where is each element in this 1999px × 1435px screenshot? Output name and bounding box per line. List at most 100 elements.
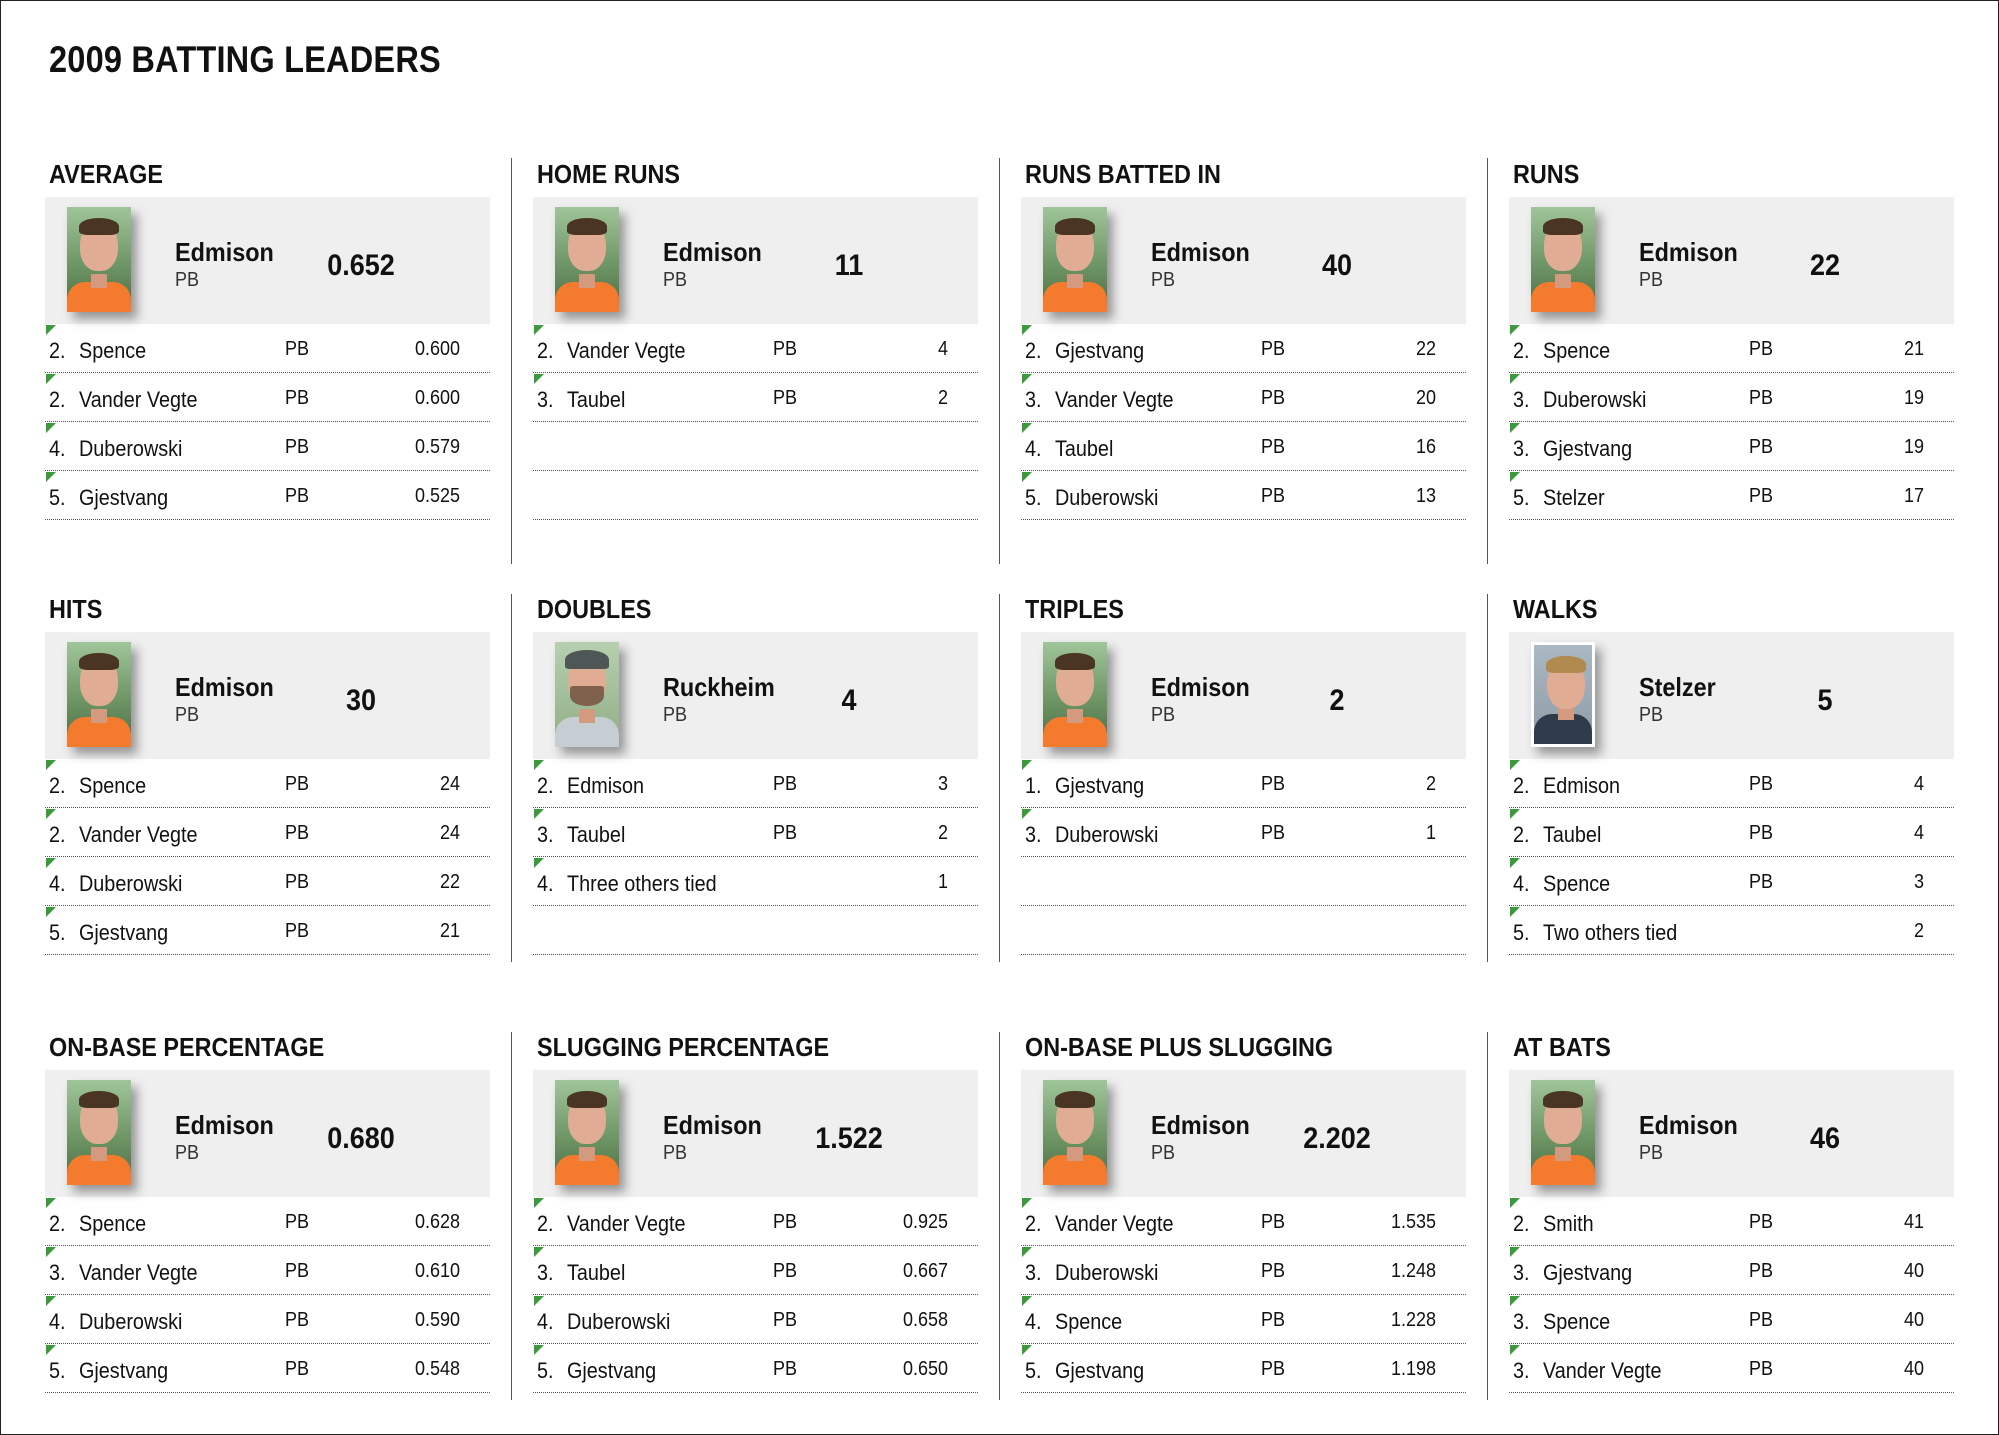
row-player-name: Spence xyxy=(1055,1309,1123,1334)
row-marker-icon xyxy=(1022,374,1032,384)
row-player-name: Edmison xyxy=(567,773,645,798)
page-title: 2009 BATTING LEADERS xyxy=(49,39,441,80)
leader-team: PB xyxy=(1639,269,1664,291)
row-player-name: Vander Vegte xyxy=(1055,387,1174,412)
row-team: PB xyxy=(1749,871,1774,893)
row-rank: 5. xyxy=(49,920,66,945)
player-photo-edmison xyxy=(67,207,131,312)
row-value: 2 xyxy=(1425,773,1436,795)
leader-card: Edmison PB 46 xyxy=(1509,1070,1954,1197)
row-rank: 5. xyxy=(49,1358,66,1383)
row-rank: 5. xyxy=(1025,485,1042,510)
player-photo-edmison xyxy=(555,1080,619,1185)
row-team: PB xyxy=(1749,485,1774,507)
row-rank: 2. xyxy=(49,822,66,847)
row-rank: 5. xyxy=(1513,920,1530,945)
row-value: 0.667 xyxy=(902,1260,948,1282)
category-title: DOUBLES xyxy=(537,594,652,624)
column-divider xyxy=(999,594,1000,962)
row-team: PB xyxy=(773,387,798,409)
list-item: 2. Smith PB 41 xyxy=(1509,1197,1954,1246)
row-team: PB xyxy=(1261,1260,1286,1282)
row-marker-icon xyxy=(46,1198,56,1208)
row-value: 4 xyxy=(1913,822,1924,844)
row-marker-icon xyxy=(46,858,56,868)
row-marker-icon xyxy=(1022,1296,1032,1306)
row-marker-icon xyxy=(1510,858,1520,868)
list-item: 2. Taubel PB 4 xyxy=(1509,808,1954,857)
list-item xyxy=(1021,857,1466,906)
row-marker-icon xyxy=(534,1296,544,1306)
row-team: PB xyxy=(285,1309,310,1331)
row-marker-icon xyxy=(46,1247,56,1257)
row-rank: 2. xyxy=(1025,338,1042,363)
list-item: 4. Duberowski PB 0.579 xyxy=(45,422,490,471)
row-team: PB xyxy=(1261,1211,1286,1233)
row-player-name: Stelzer xyxy=(1543,485,1605,510)
list-item: 2. Spence PB 24 xyxy=(45,759,490,808)
row-marker-icon xyxy=(1510,760,1520,770)
row-player-name: Vander Vegte xyxy=(1055,1211,1174,1236)
list-item xyxy=(533,471,978,520)
leader-name: Stelzer xyxy=(1639,672,1716,702)
leader-team: PB xyxy=(1151,1142,1176,1164)
row-team: PB xyxy=(773,338,798,360)
category-title: RUNS BATTED IN xyxy=(1025,159,1221,189)
row-team: PB xyxy=(773,822,798,844)
row-value: 40 xyxy=(1903,1260,1924,1282)
row-player-name: Duberowski xyxy=(1055,822,1159,847)
row-value: 1.535 xyxy=(1390,1211,1436,1233)
runners-up-list: 2. Vander Vegte PB 1.535 3. Duberowski P… xyxy=(1021,1197,1466,1393)
row-rank: 2. xyxy=(1513,822,1530,847)
runners-up-list: 1. Gjestvang PB 2 3. Duberowski PB 1 xyxy=(1021,759,1466,955)
row-rank: 4. xyxy=(537,871,554,896)
row-team: PB xyxy=(285,773,310,795)
leader-value: 2 xyxy=(1329,684,1345,717)
list-item: 3. Taubel PB 2 xyxy=(533,808,978,857)
row-marker-icon xyxy=(1510,809,1520,819)
leader-card: Edmison PB 11 xyxy=(533,197,978,324)
leader-card: Edmison PB 40 xyxy=(1021,197,1466,324)
leader-value: 5 xyxy=(1817,684,1833,717)
row-marker-icon xyxy=(534,374,544,384)
row-marker-icon xyxy=(46,325,56,335)
row-marker-icon xyxy=(534,858,544,868)
row-marker-icon xyxy=(1510,1296,1520,1306)
row-team: PB xyxy=(285,436,310,458)
row-player-name: Taubel xyxy=(567,387,626,412)
row-value: 3 xyxy=(937,773,948,795)
row-player-name: Spence xyxy=(1543,871,1611,896)
list-item: 3. Vander Vegte PB 0.610 xyxy=(45,1246,490,1295)
row-player-name: Gjestvang xyxy=(1543,1260,1633,1285)
row-value: 40 xyxy=(1903,1309,1924,1331)
row-player-name: Taubel xyxy=(1543,822,1602,847)
row-marker-icon xyxy=(1510,1345,1520,1355)
row-value: 4 xyxy=(937,338,948,360)
list-item xyxy=(533,906,978,955)
leader-name: Edmison xyxy=(175,1110,274,1140)
leader-card: Edmison PB 30 xyxy=(45,632,490,759)
row-team: PB xyxy=(1749,1211,1774,1233)
player-photo-edmison xyxy=(1043,642,1107,747)
leader-value: 30 xyxy=(345,684,377,717)
row-team: PB xyxy=(1749,1260,1774,1282)
row-marker-icon xyxy=(1510,374,1520,384)
row-team: PB xyxy=(1749,1309,1774,1331)
row-rank: 4. xyxy=(49,436,66,461)
row-rank: 5. xyxy=(49,485,66,510)
row-value: 40 xyxy=(1903,1358,1924,1380)
leader-team: PB xyxy=(175,1142,200,1164)
row-rank: 3. xyxy=(1513,1260,1530,1285)
list-item: 3. Taubel PB 2 xyxy=(533,373,978,422)
list-item: 2. Spence PB 21 xyxy=(1509,324,1954,373)
category-title: ON-BASE PERCENTAGE xyxy=(49,1032,325,1062)
row-player-name: Two others tied xyxy=(1543,920,1678,945)
row-player-name: Vander Vegte xyxy=(567,1211,686,1236)
row-marker-icon xyxy=(46,760,56,770)
row-value: 2 xyxy=(1913,920,1924,942)
row-value: 0.579 xyxy=(414,436,460,458)
leader-name: Edmison xyxy=(1639,237,1738,267)
leader-name: Edmison xyxy=(1151,672,1250,702)
row-value: 1.248 xyxy=(1390,1260,1436,1282)
row-marker-icon xyxy=(1510,325,1520,335)
